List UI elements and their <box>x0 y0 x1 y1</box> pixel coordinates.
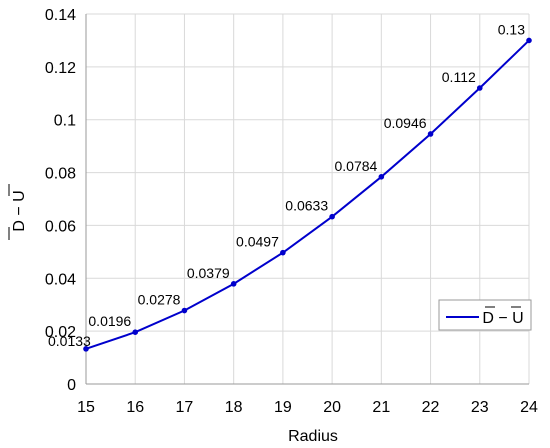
data-point <box>427 131 434 137</box>
data-label: 0.0278 <box>138 292 181 308</box>
x-tick-label: 15 <box>77 399 95 416</box>
x-tick-label: 20 <box>323 399 341 416</box>
data-label: 0.112 <box>442 69 476 85</box>
data-point <box>83 346 89 352</box>
y-tick-label: 0.12 <box>45 60 76 77</box>
data-label: 0.0946 <box>384 115 427 131</box>
data-labels: 0.0133 0.0196 0.0278 0.0379 0.0497 0.0633 0.07… <box>48 21 525 348</box>
data-point <box>329 213 335 220</box>
data-point <box>132 329 139 336</box>
data-label: 0.0133 <box>48 333 91 349</box>
y-tick-label: 0 <box>67 377 76 394</box>
data-label: 0.0497 <box>236 234 279 250</box>
data-point <box>230 281 237 287</box>
x-tick-label: 23 <box>471 399 489 416</box>
data-point <box>280 249 286 256</box>
series-layer <box>83 37 532 352</box>
legend-box <box>438 299 532 331</box>
x-tick-label: 24 <box>520 399 538 416</box>
x-tick-label: 17 <box>176 399 194 416</box>
data-label: 0.0379 <box>187 265 230 281</box>
x-tick-label: 18 <box>225 399 243 416</box>
y-tick-label: 0.04 <box>45 271 76 288</box>
x-tick-label: 16 <box>126 399 144 416</box>
y-tick-label: 0.14 <box>45 7 76 24</box>
series-line <box>85 39 530 350</box>
y-tick-label: 0.08 <box>45 166 76 183</box>
data-label: 0.0784 <box>335 158 378 174</box>
data-label: 0.0633 <box>285 198 328 214</box>
x-tick-label: 22 <box>422 399 440 416</box>
y-tick-label: 0.06 <box>45 218 76 235</box>
x-axis-title: Radius <box>288 428 338 445</box>
y-tick-label: 0.1 <box>54 113 76 130</box>
data-label: 0.0196 <box>88 313 131 329</box>
y-tick-label: 0.02 <box>45 324 76 341</box>
axes: 15 16 17 18 19 20 21 22 23 24 0 0.02 0.04 0.06 0.08 0.1… <box>45 7 538 416</box>
y-axis-title-group: D − U <box>8 184 28 240</box>
x-tick-label: 19 <box>274 399 292 416</box>
y-axis-title: D − U <box>11 190 28 231</box>
data-point <box>181 307 188 314</box>
legend-label: D − U <box>482 310 523 327</box>
data-point <box>476 85 483 91</box>
data-label: 0.13 <box>498 21 525 37</box>
data-point <box>378 174 385 180</box>
x-tick-label: 21 <box>372 399 390 416</box>
data-point <box>526 37 532 44</box>
legend: D − U <box>438 299 532 331</box>
